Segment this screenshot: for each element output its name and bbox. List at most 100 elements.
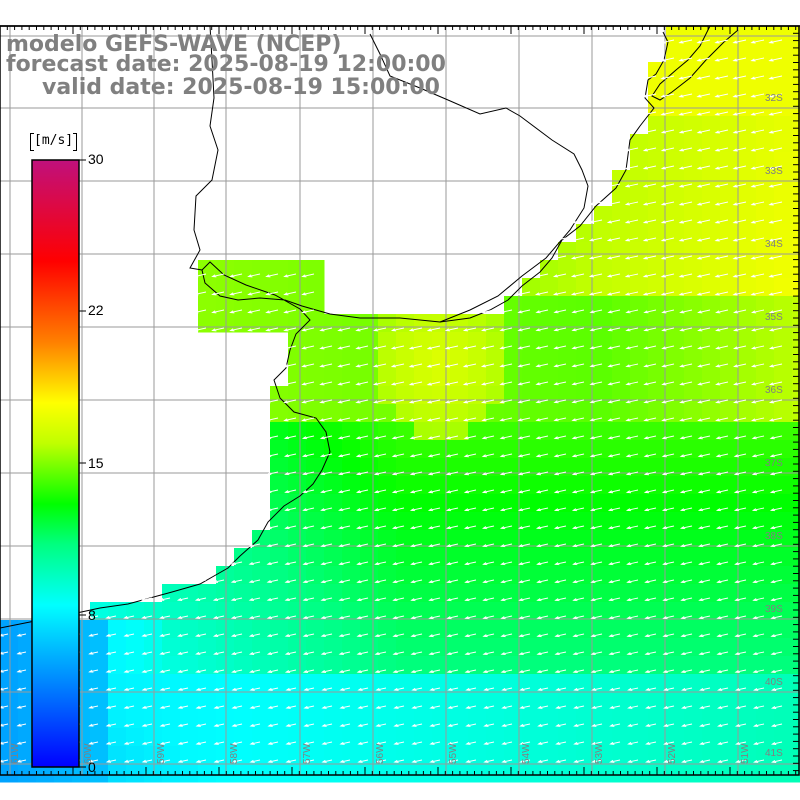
wind-arrow (714, 183, 729, 188)
wind-speed-cell (666, 530, 685, 549)
wind-speed-cell (126, 638, 145, 657)
wind-arrow (159, 705, 171, 709)
wind-speed-cell (288, 476, 307, 495)
wind-speed-cell (288, 638, 307, 657)
wind-speed-cell (504, 548, 523, 567)
wind-speed-cell (792, 458, 800, 477)
wind-arrow (283, 399, 297, 404)
wind-speed-cell (306, 710, 325, 729)
wind-arrow (553, 489, 567, 494)
wind-arrow (715, 489, 729, 494)
wind-speed-cell (306, 764, 325, 783)
wind-arrow (698, 651, 711, 656)
wind-arrow (303, 759, 315, 763)
wind-arrow (445, 453, 459, 458)
wind-arrow (283, 327, 297, 332)
wind-arrow (770, 633, 783, 638)
wind-arrow (535, 309, 549, 314)
wind-speed-cell (774, 296, 793, 315)
wind-arrow (428, 579, 441, 584)
wind-arrow (696, 75, 711, 80)
wind-speed-cell (540, 620, 559, 639)
wind-arrow (588, 273, 603, 278)
wind-speed-cell (720, 116, 739, 135)
wind-speed-cell (756, 296, 775, 315)
wind-speed-cell (198, 710, 217, 729)
wind-speed-cell (612, 296, 631, 315)
wind-arrow (212, 597, 225, 601)
wind-arrow (553, 435, 567, 440)
wind-speed-cell (594, 602, 613, 621)
wind-speed-cell (396, 764, 415, 783)
wind-arrow (338, 507, 351, 512)
wind-arrow (212, 615, 225, 619)
wind-speed-cell (342, 368, 361, 387)
wind-speed-cell (702, 674, 721, 693)
wind-arrow (320, 561, 333, 566)
wind-arrow (571, 345, 585, 350)
wind-arrow (642, 111, 657, 116)
wind-arrow (16, 723, 27, 727)
wind-speed-cell (648, 350, 667, 369)
wind-speed-cell (702, 494, 721, 513)
wind-arrow (391, 507, 405, 512)
wind-arrow (697, 435, 711, 440)
wind-arrow (750, 147, 765, 152)
colorbar-tick: 30 (88, 151, 104, 167)
wind-speed-cell (522, 728, 541, 747)
wind-arrow (373, 489, 387, 494)
wind-arrow (662, 615, 675, 620)
colorbar (31, 159, 86, 768)
wind-speed-cell (594, 728, 613, 747)
wind-arrow (624, 201, 639, 206)
wind-arrow (409, 489, 423, 494)
wind-arrow (427, 525, 441, 530)
forecast-date: forecast date: 2025-08-19 12:00:00 (6, 52, 446, 77)
wind-speed-cell (540, 674, 559, 693)
wind-arrow (445, 435, 459, 440)
wind-speed-cell (306, 512, 325, 531)
wind-arrow (552, 255, 567, 260)
wind-speed-cell (234, 638, 253, 657)
wind-speed-cell (198, 764, 217, 783)
wind-speed-cell (702, 512, 721, 531)
wind-speed-cell (378, 332, 397, 351)
wind-speed-cell (720, 476, 739, 495)
wind-arrow (230, 615, 243, 619)
wind-arrow (265, 399, 279, 404)
wind-speed-cell (774, 26, 793, 45)
wind-arrow (213, 723, 225, 727)
wind-speed-cell (288, 692, 307, 711)
wind-speed-cell (288, 602, 307, 621)
wind-arrow (266, 453, 279, 458)
wind-arrow (768, 327, 783, 332)
wind-arrow (213, 687, 225, 691)
wind-speed-cell (792, 296, 800, 315)
wind-arrow (716, 615, 729, 620)
wind-speed-cell (396, 368, 415, 387)
wind-speed-cell (666, 188, 685, 207)
wind-speed-cell (666, 296, 685, 315)
wind-speed-cell (666, 440, 685, 459)
wind-arrow (625, 327, 639, 332)
wind-arrow (283, 309, 297, 314)
wind-speed-cell (486, 764, 505, 783)
wind-arrow (660, 219, 675, 224)
wind-arrow (535, 507, 549, 512)
wind-arrow (212, 633, 225, 637)
wind-arrow (733, 345, 747, 350)
wind-speed-cell (504, 404, 523, 423)
wind-arrow (446, 651, 459, 656)
wind-arrow (750, 327, 765, 332)
wind-arrow (447, 705, 459, 709)
wind-speed-cell (558, 692, 577, 711)
wind-arrow (480, 327, 495, 332)
wind-arrow (714, 219, 729, 224)
wind-arrow (319, 435, 333, 440)
wind-speed-cell (540, 278, 559, 297)
wind-speed-cell (522, 440, 541, 459)
wind-arrow (571, 363, 585, 368)
wind-arrow (265, 291, 279, 296)
wind-arrow (517, 327, 531, 332)
wind-arrow (609, 741, 621, 745)
